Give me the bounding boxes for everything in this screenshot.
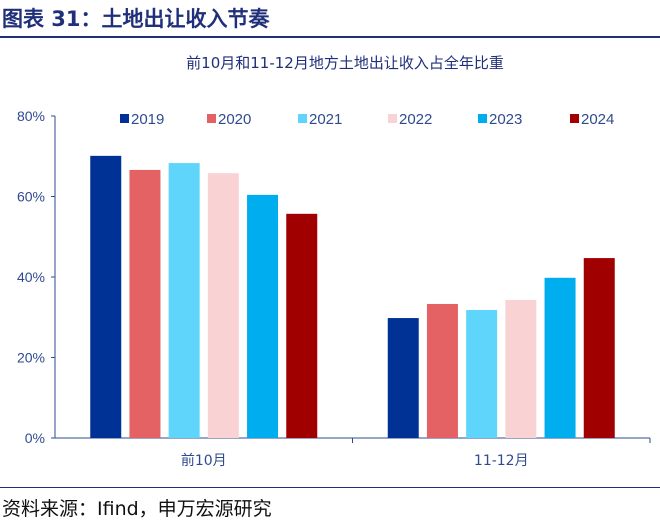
bar-2022-1 <box>505 299 537 438</box>
y-tick-label: 0% <box>25 430 45 446</box>
legend-label-2020: 2020 <box>218 111 251 128</box>
legend-swatch-2022 <box>388 114 397 123</box>
legend-swatch-2023 <box>478 114 487 123</box>
bar-2021-1 <box>466 310 498 438</box>
legend-label-2021: 2021 <box>309 111 342 128</box>
bar-2024-0 <box>286 213 318 438</box>
title-divider <box>0 36 660 38</box>
bar-2020-1 <box>426 303 458 438</box>
bar-2023-1 <box>544 277 576 438</box>
bar-2019-1 <box>387 318 419 438</box>
legend-swatch-2021 <box>298 114 307 123</box>
legend-swatch-2020 <box>207 114 216 123</box>
source-divider <box>0 487 660 488</box>
y-tick-label: 60% <box>17 189 45 205</box>
bar-2022-0 <box>207 173 239 438</box>
y-tick-label: 20% <box>17 350 45 366</box>
legend-swatch-2024 <box>570 114 579 123</box>
source-note: 资料来源：Ifind，申万宏源研究 <box>2 498 272 520</box>
y-tick-label: 40% <box>17 269 45 285</box>
legend-label-2022: 2022 <box>399 111 432 128</box>
bar-2020-0 <box>129 169 161 438</box>
y-tick-label: 80% <box>17 108 45 124</box>
bar-2023-0 <box>247 194 279 438</box>
legend-label-2019: 2019 <box>131 111 164 128</box>
bar-2019-0 <box>90 155 122 438</box>
legend-label-2023: 2023 <box>489 111 522 128</box>
x-tick-label: 11-12月 <box>474 453 529 469</box>
bar-2021-0 <box>168 163 200 438</box>
chart-title: 前10月和11-12月地方土地出让收入占全年比重 <box>186 54 504 72</box>
legend-label-2024: 2024 <box>581 111 614 128</box>
x-tick-label: 前10月 <box>181 452 227 469</box>
figure-title: 图表 31：土地出让收入节奏 <box>2 7 270 31</box>
legend-swatch-2019 <box>120 114 129 123</box>
bar-2024-1 <box>583 258 615 438</box>
